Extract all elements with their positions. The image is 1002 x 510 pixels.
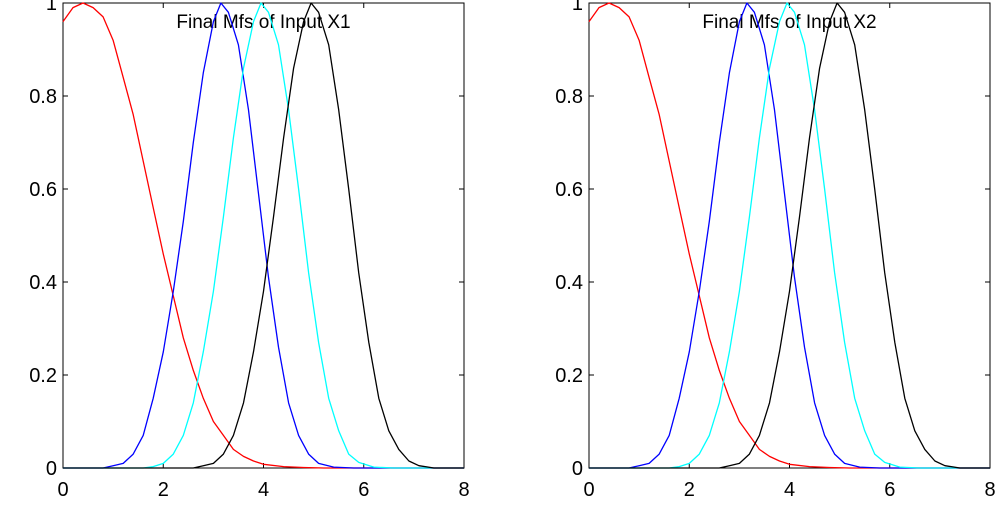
- y-tick-label: 0: [572, 458, 583, 480]
- x-tick-label: 6: [884, 479, 895, 501]
- x-tick-label: 0: [57, 479, 68, 501]
- y-tick-label: 0.8: [29, 86, 57, 108]
- chart-panel-x2: Final Mfs of Input X2 0 2 4 6 8 0 0.2 0.4 0.6 0.8 1: [555, 0, 995, 501]
- x-tick-label: 2: [158, 479, 169, 501]
- y-tick-label: 0.2: [29, 365, 57, 387]
- x-tick-label: 4: [258, 479, 269, 501]
- y-tick-label: 0.6: [555, 179, 583, 201]
- y-tick-label: 0.6: [29, 179, 57, 201]
- x-tick-label: 6: [358, 479, 369, 501]
- y-tick-label: 1: [46, 0, 57, 15]
- mf-curve-1: [588, 2, 990, 469]
- mf-curve-2: [589, 2, 990, 469]
- mf-curve-4: [63, 2, 464, 469]
- mf-curve-3: [63, 2, 464, 469]
- x-tick-label: 2: [684, 479, 695, 501]
- x-tick-label: 4: [784, 479, 795, 501]
- y-tick-label: 1: [572, 0, 583, 15]
- y-tick-label: 0.2: [555, 365, 583, 387]
- x-tick-label: 8: [458, 479, 469, 501]
- mf-curve-1: [62, 2, 464, 469]
- chart-title-x1: Final Mfs of Input X1: [176, 12, 350, 33]
- chart-title-x2: Final Mfs of Input X2: [702, 12, 876, 33]
- mf-curve-4: [589, 2, 990, 469]
- chart-panel-x1: Final Mfs of Input X1 0 2 4 6 8 0 0.2 0.4 0.6 0.8 1: [29, 0, 469, 501]
- y-tick-label: 0: [46, 458, 57, 480]
- y-tick-label: 0.8: [555, 86, 583, 108]
- y-tick-label: 0.4: [555, 272, 583, 294]
- mf-curve-3: [589, 2, 990, 469]
- x-tick-label: 0: [583, 479, 594, 501]
- y-tick-label: 0.4: [29, 272, 57, 294]
- x-tick-label: 8: [984, 479, 995, 501]
- mf-curve-2: [63, 2, 464, 469]
